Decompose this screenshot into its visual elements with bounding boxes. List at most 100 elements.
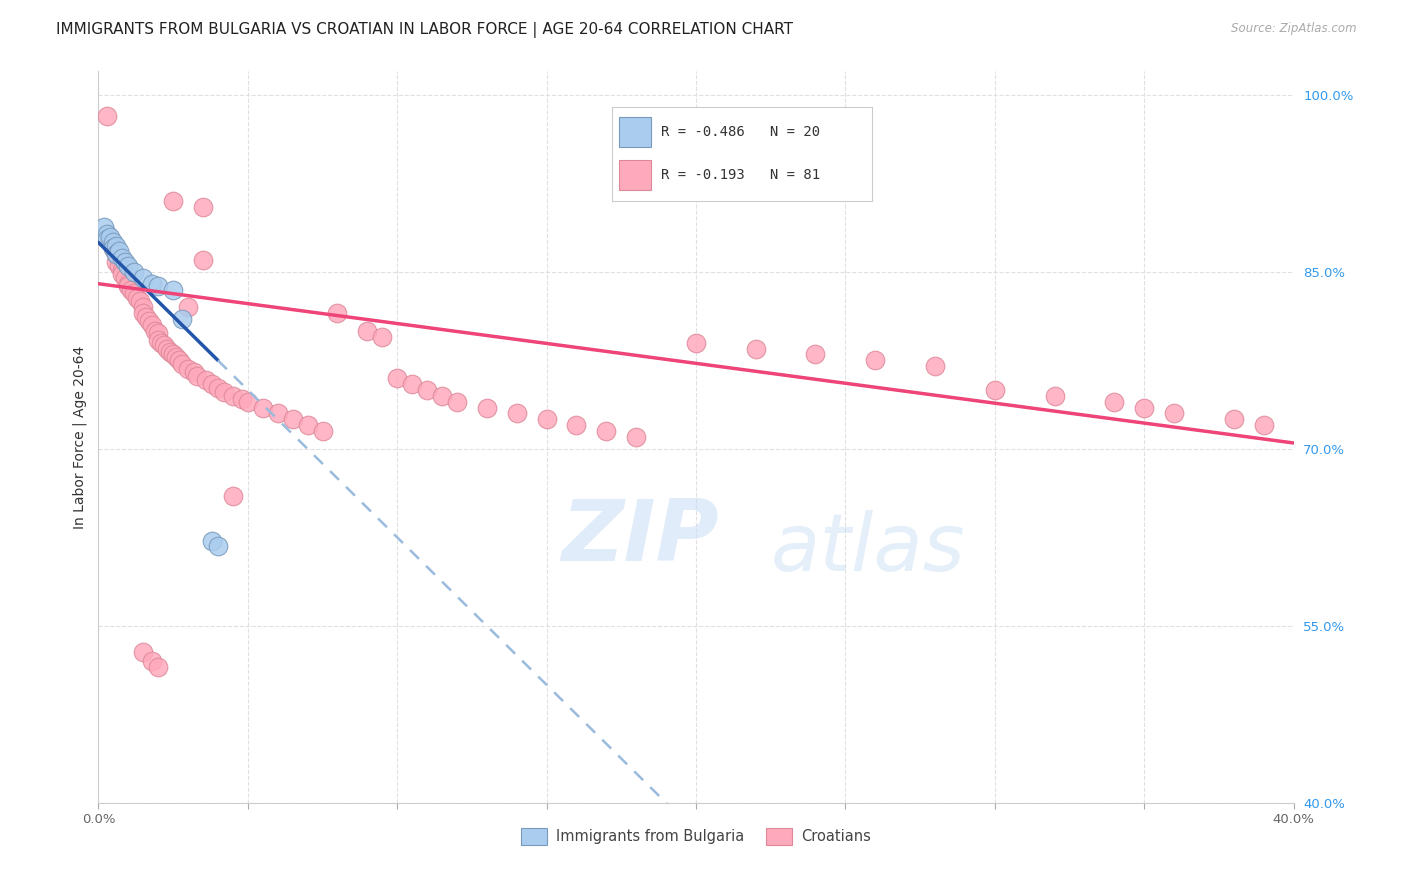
Point [129, 294, 152, 309]
Point [201, 533, 224, 548]
Point [93, 220, 115, 235]
Point [1253, 418, 1275, 433]
Point [108, 244, 131, 258]
Point [98, 229, 122, 244]
Point [595, 424, 617, 438]
Point [117, 259, 139, 273]
Point [108, 251, 131, 265]
Point [132, 645, 155, 659]
Point [222, 489, 245, 503]
Point [183, 365, 205, 379]
Legend: Immigrants from Bulgaria, Croatians: Immigrants from Bulgaria, Croatians [515, 822, 877, 850]
Text: R = -0.193   N = 81: R = -0.193 N = 81 [661, 169, 820, 182]
Point [191, 200, 214, 214]
Point [231, 392, 253, 407]
Point [165, 350, 187, 364]
Point [1133, 401, 1156, 415]
Point [124, 265, 146, 279]
Point [141, 318, 163, 332]
Point [148, 326, 170, 341]
Point [177, 301, 200, 315]
Point [162, 194, 184, 208]
Point [430, 389, 453, 403]
Point [177, 361, 200, 376]
Point [207, 380, 229, 394]
Point [141, 654, 163, 668]
Point [135, 310, 157, 324]
Point [148, 334, 170, 348]
Point [416, 383, 439, 397]
Point [111, 267, 134, 281]
Point [565, 418, 588, 433]
Point [281, 412, 304, 426]
Point [114, 270, 136, 285]
Point [804, 347, 827, 361]
Point [172, 357, 194, 371]
Point [132, 301, 155, 315]
FancyBboxPatch shape [620, 161, 651, 190]
Y-axis label: In Labor Force | Age 20-64: In Labor Force | Age 20-64 [73, 345, 87, 529]
Point [385, 371, 409, 385]
Point [506, 407, 529, 421]
Point [124, 286, 146, 301]
Point [745, 342, 768, 356]
Point [222, 389, 245, 403]
Point [536, 412, 558, 426]
Point [138, 314, 160, 328]
Point [186, 368, 208, 383]
Point [105, 247, 128, 261]
Point [132, 306, 155, 320]
Point [1163, 407, 1185, 421]
Point [195, 374, 218, 388]
FancyBboxPatch shape [620, 118, 651, 147]
Point [1104, 394, 1126, 409]
Point [207, 539, 229, 553]
Point [212, 385, 235, 400]
Point [96, 227, 118, 242]
Point [326, 306, 349, 320]
Point [96, 109, 118, 123]
Point [311, 424, 333, 438]
Point [267, 407, 290, 421]
Point [236, 394, 259, 409]
Point [148, 279, 170, 293]
Point [103, 241, 125, 255]
Point [96, 232, 118, 246]
Point [98, 235, 122, 250]
Point [105, 239, 128, 253]
Point [108, 259, 131, 273]
Point [150, 335, 173, 350]
Point [143, 324, 166, 338]
Text: IMMIGRANTS FROM BULGARIA VS CROATIAN IN LABOR FORCE | AGE 20-64 CORRELATION CHAR: IMMIGRANTS FROM BULGARIA VS CROATIAN IN … [56, 22, 793, 38]
Text: Source: ZipAtlas.com: Source: ZipAtlas.com [1232, 22, 1357, 36]
Point [475, 401, 498, 415]
Point [162, 283, 184, 297]
Point [105, 247, 128, 261]
Point [111, 251, 134, 265]
Point [401, 376, 423, 391]
Point [297, 418, 319, 433]
Point [111, 262, 134, 277]
Point [356, 324, 378, 338]
Point [105, 255, 128, 269]
Point [685, 335, 707, 350]
Point [153, 338, 176, 352]
Point [120, 283, 142, 297]
Point [141, 277, 163, 291]
Point [984, 383, 1007, 397]
Text: R = -0.486   N = 20: R = -0.486 N = 20 [661, 126, 820, 139]
Point [1043, 389, 1066, 403]
Point [132, 270, 155, 285]
Point [1223, 412, 1246, 426]
Point [626, 430, 648, 444]
Point [159, 345, 181, 359]
Point [172, 312, 194, 326]
Point [865, 353, 887, 368]
Point [103, 241, 125, 255]
Point [924, 359, 946, 374]
Text: atlas: atlas [770, 510, 966, 588]
Point [114, 255, 136, 269]
Point [127, 291, 149, 305]
Point [156, 342, 179, 356]
Point [201, 376, 224, 391]
